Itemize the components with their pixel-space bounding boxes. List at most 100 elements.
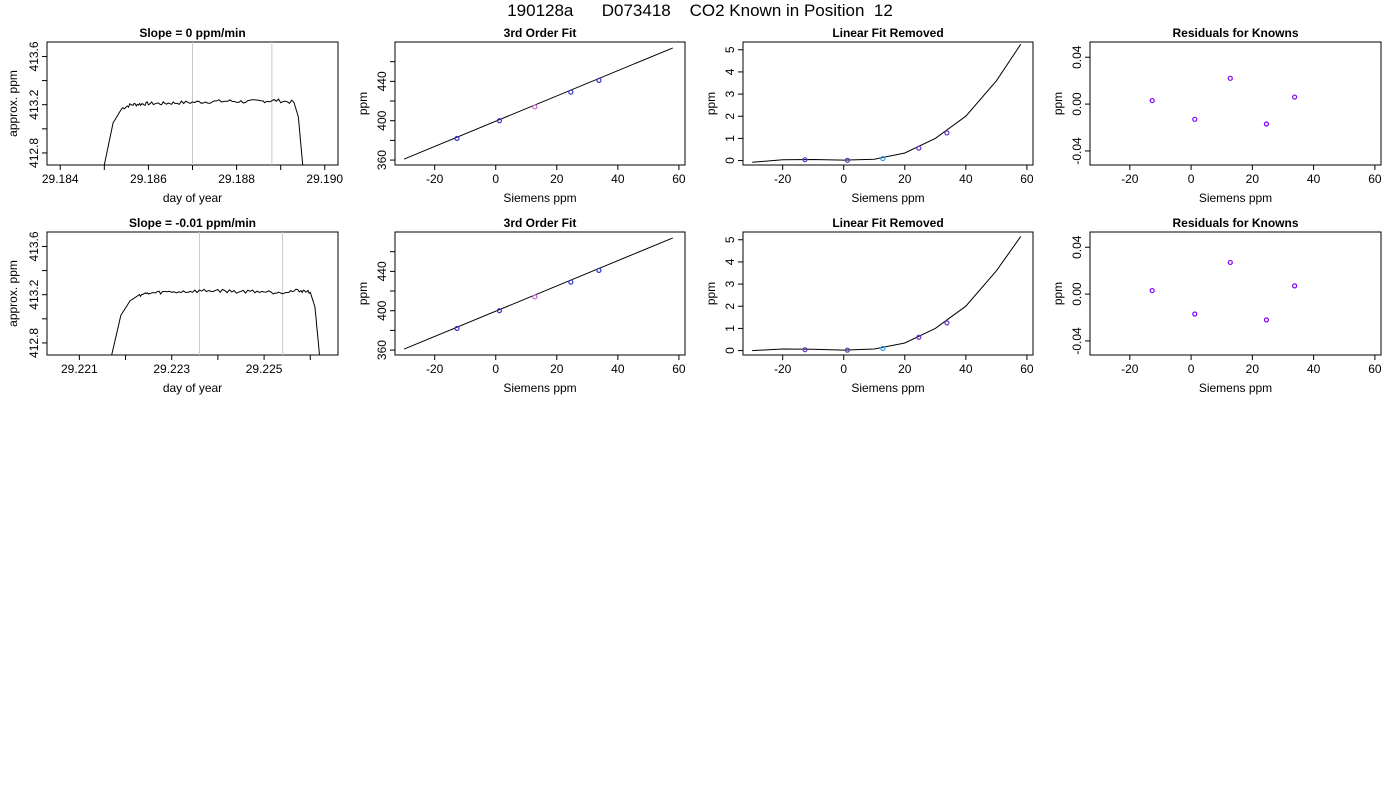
panel-8-x-axis-label: Siemens ppm <box>1199 381 1272 395</box>
panel-1-x-tick-label: 29.190 <box>306 172 343 186</box>
panel-1-title: Slope = 0 ppm/min <box>139 26 245 40</box>
panel-7-title: Linear Fit Removed <box>832 216 943 230</box>
panel-3-data-point <box>802 157 808 163</box>
panel-2-data-point <box>532 104 538 110</box>
panel-7-y-tick-label: 2 <box>723 303 737 310</box>
panel-7-y-tick-label: 0 <box>723 347 737 354</box>
panel-8-x-tick-label: 60 <box>1368 362 1382 376</box>
panel-5-title: Slope = -0.01 ppm/min <box>129 216 256 230</box>
panel-5-y-tick-label: 413.2 <box>27 279 41 309</box>
panel-2-x-axis-label: Siemens ppm <box>503 191 576 205</box>
panel-7-x-tick-label: 0 <box>840 362 847 376</box>
panel-3-y-axis-label: ppm <box>704 92 718 115</box>
panel-3-data-point <box>944 130 950 136</box>
panel-3-y-tick-label: 2 <box>723 113 737 120</box>
panel-3-x-tick-label: 20 <box>898 172 912 186</box>
panel-6-fit-line <box>403 237 673 350</box>
panel-1-y-tick-label: 412.8 <box>27 138 41 168</box>
panel-7-x-tick-label: 40 <box>959 362 973 376</box>
panel-4-data-point <box>1227 75 1233 81</box>
panel-2-data-point <box>496 118 502 124</box>
panel-3-x-axis-label: Siemens ppm <box>851 191 924 205</box>
panel-8-y-tick-label: 0.00 <box>1070 282 1084 306</box>
panel-7-y-tick-label: 5 <box>723 236 737 243</box>
panel-8-x-tick-label: 40 <box>1307 362 1321 376</box>
panel-4-y-tick-label: -0.04 <box>1070 137 1084 165</box>
panel-3-plot-frame <box>742 41 1034 166</box>
panel-2-plot-frame <box>394 41 686 166</box>
panel-8-data-point <box>1263 317 1270 323</box>
panel-2-x-tick-label: 20 <box>550 172 564 186</box>
panel-3-x-tick-label: -20 <box>774 172 792 186</box>
panel-8-data-point <box>1227 259 1233 266</box>
panel-6-y-tick-label: 440 <box>375 261 389 281</box>
panel-1-y-tick-label: 413.2 <box>27 89 41 119</box>
panel-1-x-tick-label: 29.188 <box>218 172 255 186</box>
panel-3-x-tick-label: 40 <box>959 172 973 186</box>
panel-6-y-tick-label: 400 <box>375 300 389 320</box>
panel-5-y-tick-label: 412.8 <box>27 328 41 358</box>
panel-5-y-tick-label: 413.6 <box>27 231 41 261</box>
panel-5-plot-frame <box>46 231 339 356</box>
panel-3-data-point <box>844 157 851 163</box>
panel-5-x-tick-label: 29.223 <box>153 362 190 376</box>
panel-3-x-tick-label: 0 <box>840 172 847 186</box>
panel-6-data-point <box>532 294 538 300</box>
panel-7-y-axis-label: ppm <box>704 282 718 305</box>
panel-3-y-tick-label: 3 <box>723 90 737 97</box>
panel-4-data-point <box>1263 121 1270 127</box>
panel-6-x-tick-label: 0 <box>492 362 499 376</box>
panel-6-y-tick-label: 360 <box>375 340 389 360</box>
panel-7-x-axis-label: Siemens ppm <box>851 381 924 395</box>
panel-4-plot-frame <box>1089 41 1382 166</box>
panel-2-x-tick-label: 40 <box>611 172 625 186</box>
panel-2-data-point <box>454 135 460 142</box>
panel-2-data-point <box>596 77 602 83</box>
panel-5-y-axis-label: approx. ppm <box>6 260 20 327</box>
panel-7-plot-frame <box>742 231 1034 356</box>
panel-2-title: 3rd Order Fit <box>504 26 577 40</box>
panel-2-x-tick-label: -20 <box>426 172 444 186</box>
panel-5-x-axis-label: day of year <box>163 381 222 395</box>
panel-6-x-tick-label: -20 <box>426 362 444 376</box>
panel-7-data-point <box>916 334 922 340</box>
panel-8-x-tick-label: 0 <box>1188 362 1195 376</box>
panel-6-x-tick-label: 40 <box>611 362 625 376</box>
panel-8-data-point <box>1192 311 1198 317</box>
panel-2-fit-line <box>403 47 673 160</box>
panel-4-y-axis-label: ppm <box>1051 92 1065 115</box>
panel-6-data-point <box>496 308 502 314</box>
panel-8-data-point <box>1292 283 1298 289</box>
panel-4-title: Residuals for Knowns <box>1172 26 1298 40</box>
panel-5-x-tick-label: 29.225 <box>246 362 283 376</box>
panel-7-x-tick-label: 60 <box>1020 362 1034 376</box>
panel-7-data-point <box>880 345 886 351</box>
panel-6-plot-frame <box>394 231 686 356</box>
panel-3-y-tick-label: 0 <box>723 157 737 164</box>
panel-6-data-point <box>596 267 602 273</box>
panel-3-y-tick-label: 5 <box>723 46 737 53</box>
panel-3-fit-curve <box>752 43 1022 163</box>
page-title: 190128a D073418 CO2 Known in Position 12 <box>507 1 893 20</box>
panel-8-x-tick-label: 20 <box>1246 362 1260 376</box>
panel-4-x-tick-label: 60 <box>1368 172 1382 186</box>
panel-3-data-point <box>916 145 922 151</box>
panel-3-data-point <box>880 155 886 162</box>
panel-1-y-tick-label: 413.6 <box>27 41 41 71</box>
panel-7-x-tick-label: 20 <box>898 362 912 376</box>
panel-5-x-tick-label: 29.221 <box>61 362 98 376</box>
panel-4-x-tick-label: -20 <box>1121 172 1139 186</box>
panel-1-x-tick-label: 29.186 <box>130 172 167 186</box>
panel-4-x-tick-label: 40 <box>1307 172 1321 186</box>
panel-2-x-tick-label: 60 <box>672 172 686 186</box>
panel-6-title: 3rd Order Fit <box>504 216 577 230</box>
panel-7-data-point <box>844 347 851 353</box>
panel-4-y-tick-label: 0.00 <box>1070 92 1084 116</box>
panel-6-x-axis-label: Siemens ppm <box>503 381 576 395</box>
panel-6-data-point <box>454 325 460 332</box>
panel-7-y-tick-label: 1 <box>723 325 737 332</box>
panel-1-x-axis-label: day of year <box>163 191 222 205</box>
panel-4-y-tick-label: 0.04 <box>1070 45 1084 69</box>
panel-8-y-axis-label: ppm <box>1051 282 1065 305</box>
